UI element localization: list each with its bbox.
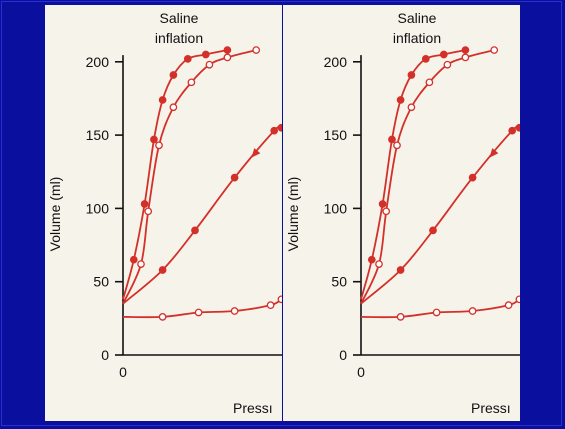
data-point-filled <box>508 126 517 135</box>
chart-panel-right: Saline inflation Volume (ml) Pressı 0 50 1… <box>283 5 520 421</box>
data-point-open <box>396 313 405 321</box>
data-point-open <box>382 207 391 216</box>
data-point-open <box>515 295 520 304</box>
data-point-filled <box>158 266 167 274</box>
chart-title-line1: Saline <box>398 10 437 26</box>
y-tick-label: 200 <box>86 54 110 70</box>
data-point-open <box>266 301 275 310</box>
data-point-filled <box>421 55 430 63</box>
data-point-filled <box>396 266 405 274</box>
data-point-filled <box>201 50 210 59</box>
data-point-filled <box>367 255 376 264</box>
data-point-open <box>169 103 178 112</box>
data-point-filled <box>468 173 477 182</box>
data-point-open <box>277 295 282 304</box>
data-point-open <box>137 260 145 268</box>
axes: 0 50 100 150 200 0 <box>86 54 282 380</box>
data-point-open <box>443 60 452 69</box>
x-axis-label: Pressı <box>471 400 511 416</box>
series-line <box>360 298 520 319</box>
data-point-filled <box>183 55 192 63</box>
y-tick-label: 0 <box>339 347 347 363</box>
data-point-open <box>490 46 499 54</box>
data-point-filled <box>191 226 199 235</box>
curves <box>360 49 520 319</box>
data-point-filled <box>223 46 232 54</box>
data-point-open <box>252 46 261 54</box>
y-tick-label: 50 <box>93 274 109 290</box>
data-point-open <box>461 53 470 62</box>
data-point-open <box>432 308 441 317</box>
direction-arrow <box>489 148 499 158</box>
y-axis-label: Volume (ml) <box>47 177 63 252</box>
y-tick-label: 50 <box>331 274 347 290</box>
data-points <box>129 46 282 321</box>
data-point-open <box>155 141 163 150</box>
data-points <box>367 46 520 321</box>
x-tick-label: 0 <box>119 364 127 380</box>
y-tick-label: 150 <box>324 127 348 143</box>
chart-left: Saline inflation Volume (ml) Pressı 0 50 1… <box>47 10 282 416</box>
chart-right: Saline inflation Volume (ml) Pressı 0 50 1… <box>285 10 520 416</box>
y-axis-label: Volume (ml) <box>285 177 301 252</box>
y-tick-label: 0 <box>101 347 109 363</box>
data-point-open <box>223 53 232 62</box>
chart-panel-left: Saline inflation Volume (ml) Pressı 0 50 1… <box>45 5 282 421</box>
data-point-open <box>425 78 434 87</box>
data-point-open <box>468 307 477 315</box>
data-point-filled <box>270 126 279 135</box>
data-point-filled <box>461 46 470 54</box>
data-point-filled <box>396 96 405 104</box>
data-point-filled <box>388 135 396 144</box>
y-tick-label: 100 <box>86 200 110 216</box>
y-tick-label: 150 <box>86 127 110 143</box>
chart-title-line1: Saline <box>160 10 199 26</box>
data-point-open <box>187 78 196 87</box>
chart-title-line2: inflation <box>393 30 441 46</box>
x-tick-label: 0 <box>357 364 365 380</box>
data-point-filled <box>439 50 448 59</box>
axes: 0 50 100 150 200 0 <box>324 54 520 380</box>
data-point-open <box>230 307 239 315</box>
data-point-open <box>375 260 383 268</box>
data-point-filled <box>150 135 158 144</box>
data-point-filled <box>158 96 167 104</box>
data-point-open <box>393 141 401 150</box>
data-point-filled <box>230 173 239 182</box>
data-point-open <box>205 60 214 69</box>
data-point-filled <box>140 200 149 208</box>
data-point-filled <box>169 71 178 79</box>
direction-arrow <box>251 148 261 158</box>
data-point-open <box>504 301 513 310</box>
data-point-filled <box>378 200 387 208</box>
data-point-filled <box>515 123 520 132</box>
chart-title-line2: inflation <box>155 30 203 46</box>
y-tick-label: 200 <box>324 54 348 70</box>
data-point-filled <box>129 255 138 264</box>
data-point-open <box>407 103 416 112</box>
x-axis-label: Pressı <box>233 400 273 416</box>
y-tick-label: 100 <box>324 200 348 216</box>
data-point-open <box>194 308 203 317</box>
series-line <box>122 298 282 319</box>
data-point-open <box>144 207 153 216</box>
data-point-filled <box>277 123 282 132</box>
curves <box>122 49 282 319</box>
data-point-filled <box>407 71 416 79</box>
data-point-open <box>158 313 167 321</box>
data-point-filled <box>429 226 437 235</box>
